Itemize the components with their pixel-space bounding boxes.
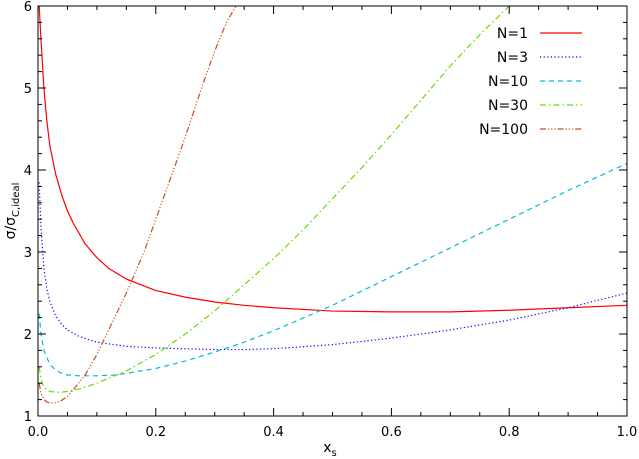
- x-tick-label: 0.4: [263, 425, 284, 440]
- x-axis-title: xs: [323, 440, 337, 459]
- y-axis-title: σ/σC,ideal: [3, 183, 22, 240]
- y-tick-label: 1: [24, 410, 32, 425]
- x-tick-label: 0.2: [145, 425, 166, 440]
- y-tick-label: 4: [24, 164, 32, 179]
- legend-label-2: N=3: [497, 50, 528, 66]
- legend-label-4: N=30: [488, 98, 528, 114]
- legend-label-3: N=10: [488, 74, 528, 90]
- series-line-1: [38, 6, 627, 313]
- series-line-5: [38, 6, 237, 404]
- x-axis-label: x: [323, 440, 331, 456]
- legend-label-1: N=1: [497, 26, 528, 42]
- y-tick-label: 6: [24, 0, 32, 15]
- x-tick-label: 0.6: [381, 425, 402, 440]
- series-layer: [38, 6, 627, 404]
- y-tick-label: 5: [24, 82, 32, 97]
- tick-layer: 0.0 0.2 0.4 0.6 0.8 1.0 1 2 3 4 5 6: [24, 0, 638, 440]
- series-line-2: [38, 182, 627, 351]
- y-axis-label-subscript: C,ideal: [11, 183, 22, 217]
- series-line-3: [38, 162, 627, 377]
- series-line-4: [38, 6, 510, 393]
- x-tick-label: 1.0: [617, 425, 638, 440]
- plot-frame: [37, 5, 628, 417]
- x-tick-label: 0.8: [499, 425, 520, 440]
- x-axis-label-subscript: s: [332, 448, 337, 459]
- y-axis-label: σ/σ: [3, 217, 19, 240]
- x-tick-label: 0.0: [28, 425, 49, 440]
- y-tick-label: 2: [24, 328, 32, 343]
- legend: N=1 N=3 N=10 N=30 N=100: [479, 26, 582, 138]
- legend-label-5: N=100: [479, 122, 528, 138]
- y-tick-label: 3: [24, 246, 32, 261]
